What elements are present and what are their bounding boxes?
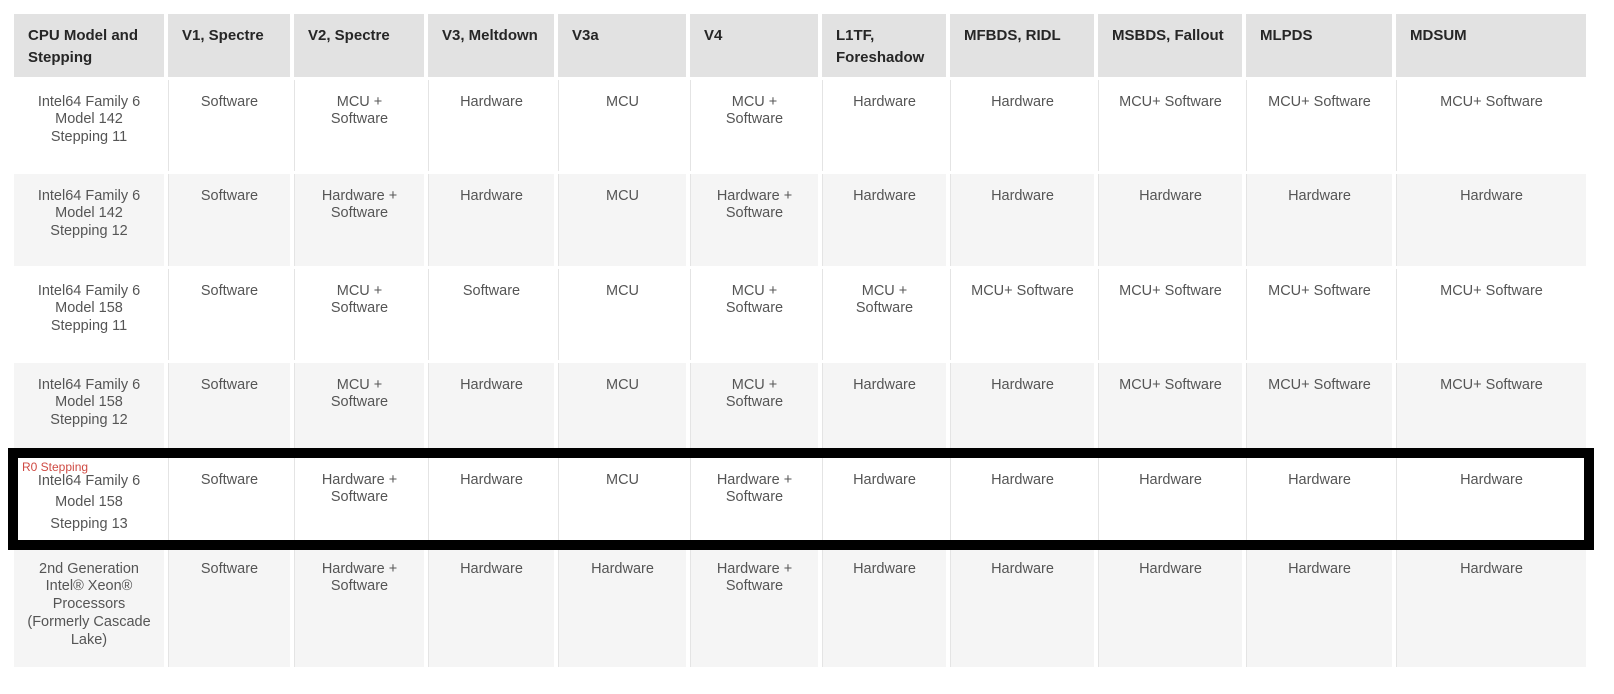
mitigation-cell: MCU	[558, 457, 686, 544]
table-header: CPU Model and Stepping V1, Spectre V2, Spe…	[14, 14, 1586, 77]
mitigation-cell: Software	[168, 173, 290, 266]
mitigation-cell: MCU+ Software	[1098, 362, 1242, 455]
mitigation-cell: Hardware + Software	[294, 546, 424, 667]
mitigation-cell: Software	[168, 457, 290, 544]
mitigation-cell: Hardware	[950, 457, 1094, 544]
mitigation-cell: Hardware	[950, 173, 1094, 266]
mitigation-cell: MCU+ Software	[1098, 79, 1242, 171]
mitigation-cell: MCU + Software	[294, 79, 424, 171]
mitigation-cell: MCU + Software	[690, 79, 818, 171]
mitigation-cell: MCU	[558, 79, 686, 171]
mitigation-cell: Hardware	[1246, 546, 1392, 667]
column-header: MSBDS, Fallout	[1098, 14, 1242, 77]
column-header: V2, Spectre	[294, 14, 424, 77]
mitigation-cell: Hardware	[1098, 457, 1242, 544]
mitigation-cell: Hardware	[1098, 173, 1242, 266]
cpu-model-cell: Intel64 Family 6 Model 142 Stepping 11	[14, 79, 164, 171]
mitigation-cell: Hardware	[950, 79, 1094, 171]
mitigation-cell: Hardware	[822, 546, 946, 667]
mitigation-cell: Hardware + Software	[690, 173, 818, 266]
cpu-model-cell: Intel64 Family 6 Model 158 Stepping 11	[14, 268, 164, 360]
mitigation-cell: Software	[428, 268, 554, 360]
table-body: Intel64 Family 6 Model 142 Stepping 11 So…	[14, 79, 1586, 667]
mitigation-cell: Hardware	[558, 546, 686, 667]
column-header: MLPDS	[1246, 14, 1392, 77]
column-header: L1TF, Foreshadow	[822, 14, 946, 77]
mitigation-cell: Software	[168, 79, 290, 171]
mitigation-cell: Hardware	[428, 546, 554, 667]
column-header: MDSUM	[1396, 14, 1586, 77]
column-header: V4	[690, 14, 818, 77]
mitigation-cell: Hardware	[822, 79, 946, 171]
header-row: CPU Model and Stepping V1, Spectre V2, Spe…	[14, 14, 1586, 77]
mitigation-cell: Hardware	[1246, 173, 1392, 266]
mitigation-cell: Hardware	[1246, 457, 1392, 544]
mitigation-cell: MCU + Software	[690, 362, 818, 455]
mitigation-cell: Hardware + Software	[294, 457, 424, 544]
mitigation-cell: Hardware	[428, 79, 554, 171]
mitigation-cell: MCU+ Software	[1246, 79, 1392, 171]
mitigation-cell: MCU + Software	[294, 362, 424, 455]
mitigation-cell: Software	[168, 268, 290, 360]
table-row: Intel64 Family 6 Model 158 Stepping 12 So…	[14, 362, 1586, 455]
mitigation-cell: Hardware	[822, 173, 946, 266]
highlighted-row: Intel64 Family 6 Model 158 Stepping 13 So…	[14, 457, 1586, 544]
mitigation-cell: Hardware	[428, 362, 554, 455]
cpu-model-cell: Intel64 Family 6 Model 158 Stepping 13	[14, 457, 164, 544]
mitigation-cell: Hardware	[1098, 546, 1242, 667]
mitigation-cell: MCU	[558, 362, 686, 455]
mitigation-cell: Hardware	[1396, 173, 1586, 266]
mitigation-cell: Hardware	[950, 546, 1094, 667]
mitigation-cell: Software	[168, 546, 290, 667]
cpu-model-cell: Intel64 Family 6 Model 158 Stepping 12	[14, 362, 164, 455]
mitigation-cell: Hardware	[428, 457, 554, 544]
column-header: CPU Model and Stepping	[14, 14, 164, 77]
mitigation-cell: Software	[168, 362, 290, 455]
table-row: 2nd Generation Intel® Xeon® Processors (…	[14, 546, 1586, 667]
mitigation-cell: MCU+ Software	[1098, 268, 1242, 360]
table-row: Intel64 Family 6 Model 142 Stepping 12 So…	[14, 173, 1586, 266]
column-header: V3, Meltdown	[428, 14, 554, 77]
mitigation-cell: MCU + Software	[690, 268, 818, 360]
mitigation-cell: Hardware	[1396, 457, 1586, 544]
mitigation-cell: Hardware + Software	[690, 546, 818, 667]
mitigation-cell: Hardware + Software	[690, 457, 818, 544]
mitigation-cell: MCU+ Software	[950, 268, 1094, 360]
mitigation-cell: MCU+ Software	[1396, 362, 1586, 455]
cpu-model-cell: Intel64 Family 6 Model 142 Stepping 12	[14, 173, 164, 266]
mitigation-cell: MCU+ Software	[1246, 268, 1392, 360]
column-header: V3a	[558, 14, 686, 77]
column-header: MFBDS, RIDL	[950, 14, 1094, 77]
column-header: V1, Spectre	[168, 14, 290, 77]
table-row: Intel64 Family 6 Model 142 Stepping 11 So…	[14, 79, 1586, 171]
mitigation-cell: MCU+ Software	[1396, 268, 1586, 360]
mitigation-cell: MCU + Software	[822, 268, 946, 360]
mitigation-cell: MCU + Software	[294, 268, 424, 360]
mitigation-cell: MCU	[558, 173, 686, 266]
mitigation-cell: Hardware	[950, 362, 1094, 455]
mitigation-cell: Hardware + Software	[294, 173, 424, 266]
table-row: Intel64 Family 6 Model 158 Stepping 11 So…	[14, 268, 1586, 360]
mitigation-cell: Hardware	[1396, 546, 1586, 667]
mitigation-cell: MCU+ Software	[1396, 79, 1586, 171]
cpu-mitigation-table: CPU Model and Stepping V1, Spectre V2, Spe…	[10, 11, 1590, 670]
cpu-model-cell: 2nd Generation Intel® Xeon® Processors (…	[14, 546, 164, 667]
mitigation-cell: MCU+ Software	[1246, 362, 1392, 455]
mitigation-cell: Hardware	[822, 362, 946, 455]
mitigation-cell: MCU	[558, 268, 686, 360]
mitigation-cell: Hardware	[822, 457, 946, 544]
mitigation-cell: Hardware	[428, 173, 554, 266]
